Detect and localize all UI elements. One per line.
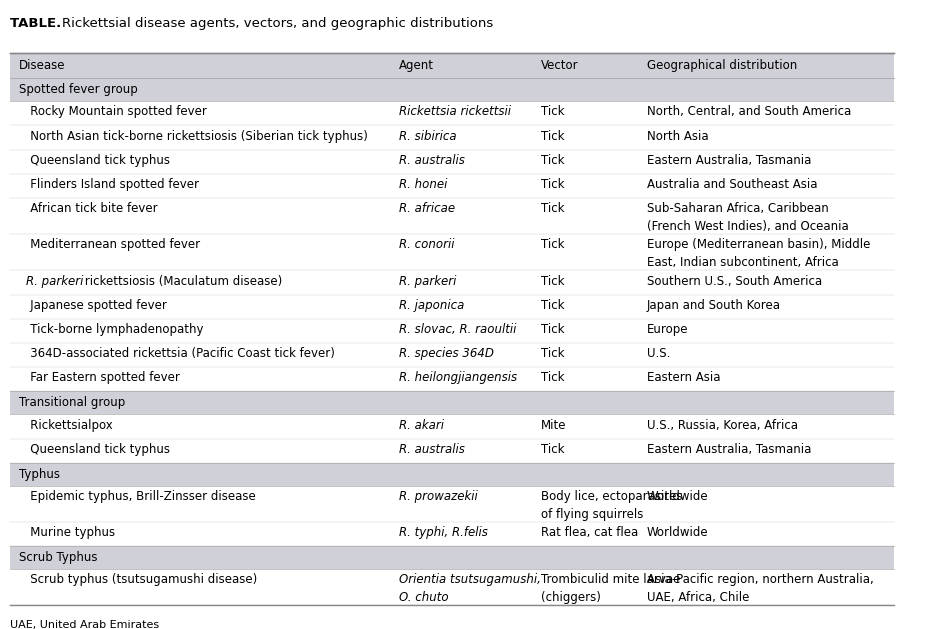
Text: Agent: Agent bbox=[400, 59, 434, 72]
Text: Murine typhus: Murine typhus bbox=[19, 526, 115, 539]
Bar bbox=[10, 415, 895, 438]
Text: Tick: Tick bbox=[540, 443, 565, 456]
Text: Mediterranean spotted fever: Mediterranean spotted fever bbox=[19, 238, 200, 252]
Text: North, Central, and South America: North, Central, and South America bbox=[647, 106, 851, 118]
Text: Rocky Mountain spotted fever: Rocky Mountain spotted fever bbox=[19, 106, 207, 118]
Text: Japan and South Korea: Japan and South Korea bbox=[647, 299, 781, 312]
Text: R. conorii: R. conorii bbox=[400, 238, 455, 252]
Text: U.S.: U.S. bbox=[647, 347, 670, 360]
Text: Tick: Tick bbox=[540, 178, 565, 191]
Bar bbox=[10, 546, 895, 569]
Text: North Asian tick-borne rickettsiosis (Siberian tick typhus): North Asian tick-borne rickettsiosis (Si… bbox=[19, 130, 368, 143]
Text: Europe (Mediterranean basin), Middle
East, Indian subcontinent, Africa: Europe (Mediterranean basin), Middle Eas… bbox=[647, 238, 870, 269]
Text: Tick: Tick bbox=[540, 153, 565, 167]
Text: Eastern Asia: Eastern Asia bbox=[647, 371, 720, 384]
Text: Tick: Tick bbox=[540, 299, 565, 312]
Bar bbox=[10, 53, 895, 78]
Text: R. australis: R. australis bbox=[400, 153, 465, 167]
Text: UAE, United Arab Emirates: UAE, United Arab Emirates bbox=[10, 620, 159, 629]
Text: Tick: Tick bbox=[540, 130, 565, 143]
Text: Eastern Australia, Tasmania: Eastern Australia, Tasmania bbox=[647, 153, 811, 167]
Text: Sub-Saharan Africa, Caribbean
(French West Indies), and Oceania: Sub-Saharan Africa, Caribbean (French We… bbox=[647, 202, 848, 233]
Text: 364D-associated rickettsia (Pacific Coast tick fever): 364D-associated rickettsia (Pacific Coas… bbox=[19, 347, 336, 360]
Bar bbox=[10, 270, 895, 294]
Text: Tick: Tick bbox=[540, 347, 565, 360]
Text: R. heilongjiangensis: R. heilongjiangensis bbox=[400, 371, 517, 384]
Text: U.S., Russia, Korea, Africa: U.S., Russia, Korea, Africa bbox=[647, 418, 798, 431]
Text: Southern U.S., South America: Southern U.S., South America bbox=[647, 275, 822, 287]
Bar bbox=[10, 569, 895, 605]
Text: Spotted fever group: Spotted fever group bbox=[19, 83, 138, 96]
Text: Body lice, ectoparasites
of flying squirrels: Body lice, ectoparasites of flying squir… bbox=[540, 490, 682, 521]
Bar bbox=[10, 78, 895, 101]
Text: Queensland tick typhus: Queensland tick typhus bbox=[19, 153, 171, 167]
Text: Disease: Disease bbox=[19, 59, 66, 72]
Bar bbox=[10, 319, 895, 343]
Text: R. parkeri: R. parkeri bbox=[400, 275, 457, 287]
Text: Tick: Tick bbox=[540, 238, 565, 252]
Bar bbox=[10, 174, 895, 198]
Text: Queensland tick typhus: Queensland tick typhus bbox=[19, 443, 171, 456]
Text: R. australis: R. australis bbox=[400, 443, 465, 456]
Text: Tick-borne lymphadenopathy: Tick-borne lymphadenopathy bbox=[19, 323, 204, 336]
Bar bbox=[10, 486, 895, 522]
Text: Tick: Tick bbox=[540, 323, 565, 336]
Text: Vector: Vector bbox=[540, 59, 578, 72]
Text: North Asia: North Asia bbox=[647, 130, 708, 143]
Text: Worldwide: Worldwide bbox=[647, 490, 708, 503]
Text: R. africae: R. africae bbox=[400, 202, 455, 215]
Text: Rickettsial disease agents, vectors, and geographic distributions: Rickettsial disease agents, vectors, and… bbox=[62, 16, 493, 30]
Text: Eastern Australia, Tasmania: Eastern Australia, Tasmania bbox=[647, 443, 811, 456]
Text: Rickettsialpox: Rickettsialpox bbox=[19, 418, 113, 431]
Text: Geographical distribution: Geographical distribution bbox=[647, 59, 797, 72]
Text: Worldwide: Worldwide bbox=[647, 526, 708, 539]
Text: Far Eastern spotted fever: Far Eastern spotted fever bbox=[19, 371, 180, 384]
Text: Mite: Mite bbox=[540, 418, 566, 431]
Text: R. akari: R. akari bbox=[400, 418, 444, 431]
Text: Epidemic typhus, Brill-Zinsser disease: Epidemic typhus, Brill-Zinsser disease bbox=[19, 490, 256, 503]
Text: Australia and Southeast Asia: Australia and Southeast Asia bbox=[647, 178, 818, 191]
Bar bbox=[10, 367, 895, 391]
Text: Tick: Tick bbox=[540, 106, 565, 118]
Text: R. honei: R. honei bbox=[400, 178, 448, 191]
Bar bbox=[10, 125, 895, 150]
Bar bbox=[10, 522, 895, 546]
Bar bbox=[10, 198, 895, 234]
Text: R. japonica: R. japonica bbox=[400, 299, 464, 312]
Text: Rickettsia rickettsii: Rickettsia rickettsii bbox=[400, 106, 512, 118]
Text: Tick: Tick bbox=[540, 371, 565, 384]
Text: Rat flea, cat flea: Rat flea, cat flea bbox=[540, 526, 638, 539]
Text: R. species 364D: R. species 364D bbox=[400, 347, 494, 360]
Bar bbox=[10, 150, 895, 174]
Text: Europe: Europe bbox=[647, 323, 688, 336]
Text: Tick: Tick bbox=[540, 275, 565, 287]
Bar bbox=[10, 294, 895, 319]
Text: Scrub Typhus: Scrub Typhus bbox=[19, 551, 97, 564]
Text: African tick bite fever: African tick bite fever bbox=[19, 202, 158, 215]
Text: rickettsiosis (Maculatum disease): rickettsiosis (Maculatum disease) bbox=[82, 275, 283, 287]
Text: R. typhi, R.felis: R. typhi, R.felis bbox=[400, 526, 489, 539]
Text: Asia-Pacific region, northern Australia,
UAE, Africa, Chile: Asia-Pacific region, northern Australia,… bbox=[647, 574, 873, 604]
Text: Transitional group: Transitional group bbox=[19, 396, 125, 409]
Text: Orientia tsutsugamushi,
O. chuto: Orientia tsutsugamushi, O. chuto bbox=[400, 574, 541, 604]
Bar bbox=[10, 438, 895, 463]
Text: Flinders Island spotted fever: Flinders Island spotted fever bbox=[19, 178, 199, 191]
Bar bbox=[10, 463, 895, 486]
Text: R. parkeri: R. parkeri bbox=[27, 275, 83, 287]
Text: Trombiculid mite larvae
(chiggers): Trombiculid mite larvae (chiggers) bbox=[540, 574, 680, 604]
Bar bbox=[10, 391, 895, 415]
Bar bbox=[10, 234, 895, 270]
Bar bbox=[10, 343, 895, 367]
Text: Typhus: Typhus bbox=[19, 468, 60, 481]
Text: Japanese spotted fever: Japanese spotted fever bbox=[19, 299, 167, 312]
Bar bbox=[10, 101, 895, 125]
Text: TABLE.: TABLE. bbox=[10, 16, 67, 30]
Text: R. sibirica: R. sibirica bbox=[400, 130, 457, 143]
Text: R. prowazekii: R. prowazekii bbox=[400, 490, 478, 503]
Text: Scrub typhus (tsutsugamushi disease): Scrub typhus (tsutsugamushi disease) bbox=[19, 574, 258, 586]
Text: R. slovac, R. raoultii: R. slovac, R. raoultii bbox=[400, 323, 516, 336]
Text: Tick: Tick bbox=[540, 202, 565, 215]
